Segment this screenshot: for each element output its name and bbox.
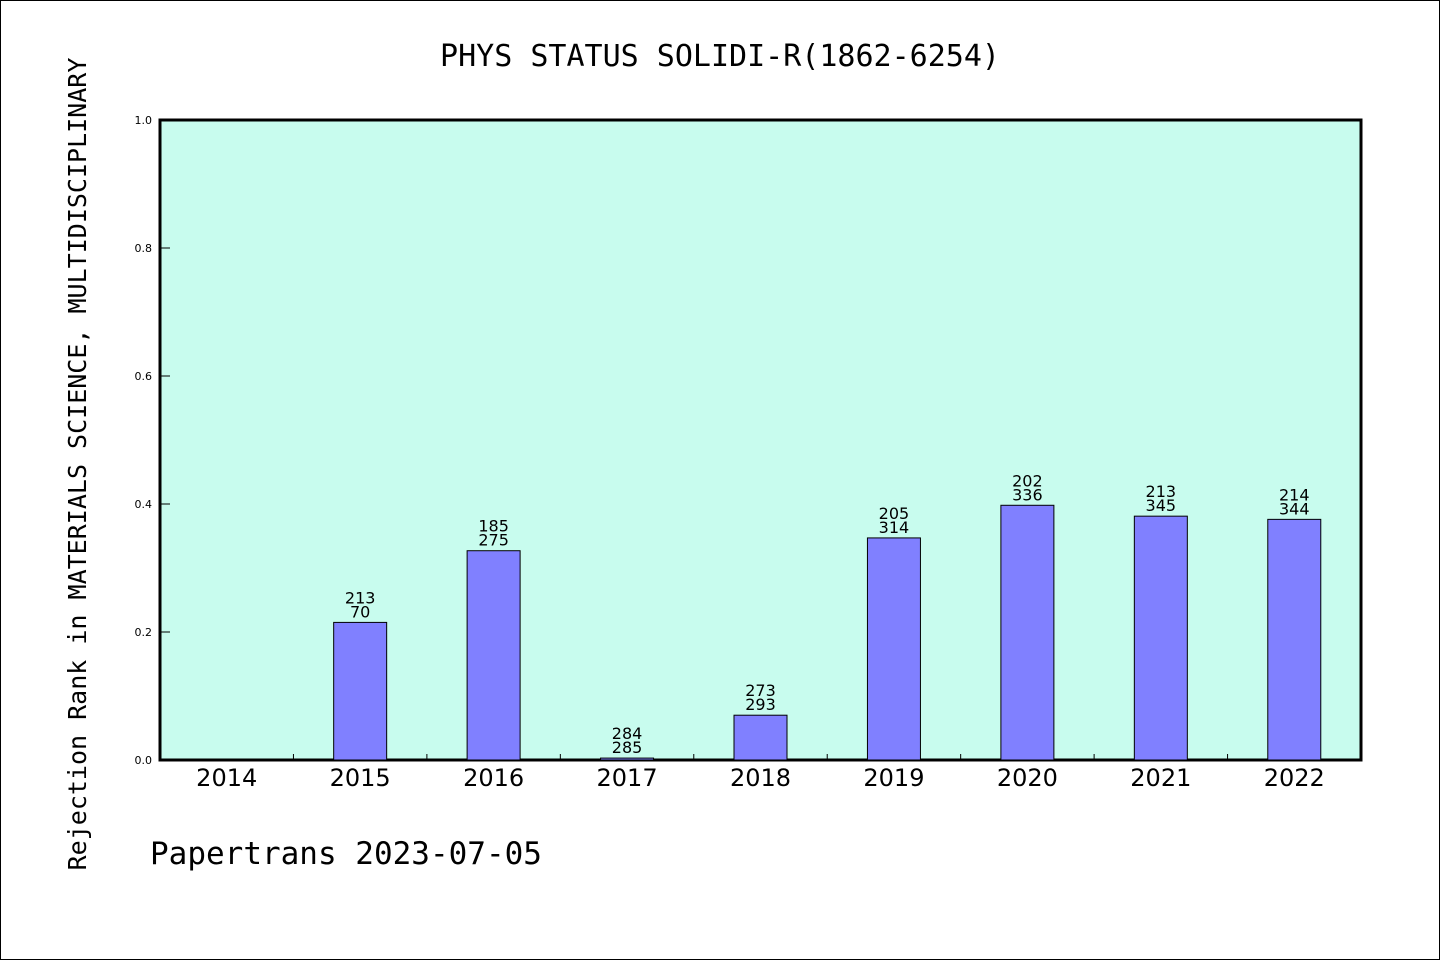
x-tick-label: 2016 <box>463 764 524 792</box>
y-axis-label: Rejection Rank in MATERIALS SCIENCE, MUL… <box>63 58 92 871</box>
x-tick-label: 2019 <box>863 764 924 792</box>
bar-label-top: 213 <box>1146 482 1177 501</box>
x-tick-label: 2015 <box>330 764 391 792</box>
bar-label-top: 202 <box>1012 471 1043 490</box>
bar-label-bottom: 293 <box>745 695 776 714</box>
y-tick-label: 1.0 <box>135 114 153 127</box>
bar <box>1133 515 1188 761</box>
x-tick-label: 2014 <box>196 764 257 792</box>
bar <box>1000 504 1055 761</box>
bar-label-top: 273 <box>745 681 776 700</box>
chart-title: PHYS STATUS SOLIDI-R(1862-6254) <box>440 39 1000 74</box>
x-tick-label: 2017 <box>597 764 658 792</box>
bar-label-bottom: 345 <box>1146 496 1177 515</box>
x-tick-label: 2020 <box>997 764 1058 792</box>
bar <box>1267 518 1322 761</box>
bar-label-top: 284 <box>612 724 643 743</box>
x-tick-label: 2021 <box>1130 764 1191 792</box>
bar-label-bottom: 314 <box>879 518 910 537</box>
bar-label-bottom: 344 <box>1279 499 1310 518</box>
bar-label-top: 185 <box>478 517 509 536</box>
y-axis-ticks: 0.0 0.2 0.4 0.6 0.8 1.0 <box>135 114 170 767</box>
x-axis-tick-labels: 2014 2015 2016 2017 2018 2019 2020 2021 2022 <box>196 764 1325 792</box>
bar <box>333 621 388 761</box>
y-tick-label: 0.8 <box>135 242 153 255</box>
y-tick-label: 0.0 <box>135 754 153 767</box>
x-tick-label: 2018 <box>730 764 791 792</box>
y-tick-label: 0.2 <box>135 626 153 639</box>
bar-label-bottom: 336 <box>1012 485 1043 504</box>
bar-label-bottom: 275 <box>478 531 509 550</box>
y-tick-label: 0.6 <box>135 370 153 383</box>
bar-label-top: 205 <box>879 504 910 523</box>
x-axis-ticks <box>292 754 1229 760</box>
bar-label-top: 214 <box>1279 485 1310 504</box>
footer-text: Papertrans 2023-07-05 <box>150 836 542 872</box>
bar <box>733 714 788 761</box>
bar-labels-group: 7021327518528528429327331420533620234521… <box>345 471 1310 757</box>
bar <box>866 537 921 761</box>
x-tick-label: 2022 <box>1264 764 1325 792</box>
bar-label-bottom: 285 <box>612 738 643 757</box>
bar <box>466 550 521 761</box>
bars-group <box>333 504 1322 761</box>
bar-label-top: 213 <box>345 588 376 607</box>
bar <box>600 757 655 761</box>
bar-label-bottom: 70 <box>350 602 370 621</box>
y-tick-label: 0.4 <box>135 498 153 511</box>
